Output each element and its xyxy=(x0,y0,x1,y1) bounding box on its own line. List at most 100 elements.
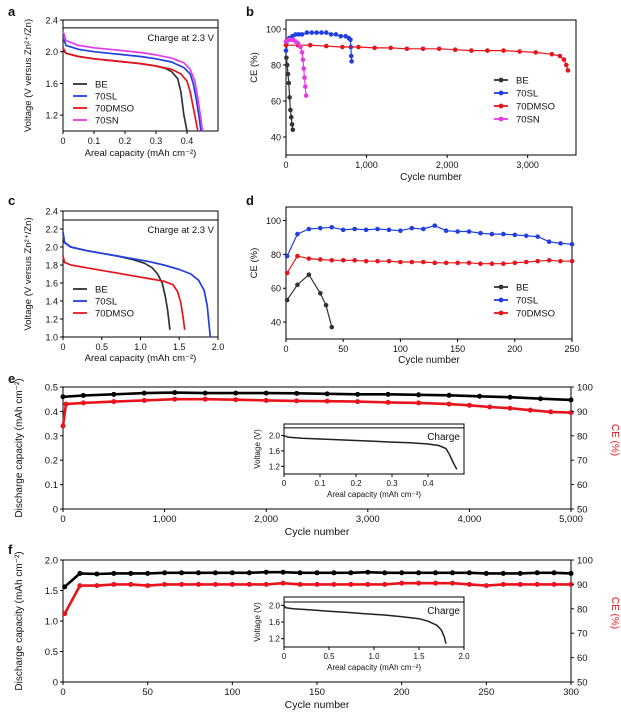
data-point-f-discharge-capacity xyxy=(314,570,320,576)
y-tick-label-right-f: 70 xyxy=(577,629,588,640)
legend-marker-d xyxy=(498,310,504,316)
annotation-a: Charge at 2.3 V xyxy=(147,33,214,44)
plot-frame-b xyxy=(285,19,577,156)
data-point-b-70sl xyxy=(283,48,289,53)
data-point-e-ce xyxy=(294,398,300,404)
legend-marker-d xyxy=(498,284,504,290)
series-line-d-70sl xyxy=(286,225,573,257)
data-point-b-70sl xyxy=(348,37,353,43)
x-tick-label-c: 1.0 xyxy=(134,342,147,352)
y-tick-label-c: 1.2 xyxy=(45,315,58,325)
x-tick-label-a: 0 xyxy=(60,136,65,146)
data-point-f-discharge-capacity xyxy=(517,570,523,576)
data-point-f-ce xyxy=(62,611,68,617)
x-tick-label-f: 0 xyxy=(60,687,65,698)
data-point-e-ce xyxy=(324,398,330,404)
data-point-f-discharge-capacity xyxy=(500,570,506,576)
data-point-d-70dmso xyxy=(489,261,495,266)
data-point-d-70sl xyxy=(306,226,312,232)
data-point-d-70dmso xyxy=(512,260,518,266)
data-point-d-70dmso xyxy=(284,270,290,276)
data-point-f-discharge-capacity xyxy=(94,571,100,577)
data-point-e-ce xyxy=(487,404,493,410)
data-point-f-ce xyxy=(466,581,472,587)
data-point-d-70sl xyxy=(443,228,449,233)
y-tick-label-c: 2.4 xyxy=(45,207,58,217)
data-point-d-be xyxy=(306,272,312,277)
data-point-e-ce xyxy=(233,397,239,403)
data-point-f-ce xyxy=(195,581,201,587)
data-point-f-ce xyxy=(433,580,439,586)
legend-label-d: BE xyxy=(516,283,529,294)
series-line-b-70dmso xyxy=(286,44,569,71)
series-line-a-70sl xyxy=(62,37,202,132)
panel-label: e xyxy=(8,371,15,386)
data-point-d-70sl xyxy=(352,226,357,232)
data-point-e-discharge-capacity xyxy=(202,390,208,396)
data-point-f-discharge-capacity xyxy=(77,570,83,576)
data-point-b-70dmso xyxy=(549,51,555,57)
y-tick-label-f: 0.5 xyxy=(45,647,58,658)
data-point-b-70sn xyxy=(303,84,308,89)
inset-x-tick-label-e: 0.4 xyxy=(422,479,434,488)
data-point-e-ce xyxy=(60,423,66,429)
data-point-b-70dmso xyxy=(283,42,289,48)
y-tick-label-right-f: 80 xyxy=(577,604,588,615)
data-point-f-ce xyxy=(500,581,506,587)
data-point-d-70dmso xyxy=(443,260,449,266)
data-point-b-70sl xyxy=(314,30,319,35)
x-tick-label-e: 5,000 xyxy=(559,514,583,525)
data-point-d-70dmso xyxy=(386,258,392,264)
legend-marker-b xyxy=(498,103,504,109)
data-point-d-70sl xyxy=(329,225,335,230)
x-tick-label-d: 250 xyxy=(564,344,579,354)
y-tick-label-b: 40 xyxy=(271,133,281,143)
plot-frame-e xyxy=(62,386,572,510)
data-point-e-ce xyxy=(466,402,472,408)
data-point-b-70sl xyxy=(348,53,354,59)
y-tick-label-b: 80 xyxy=(271,61,281,71)
series-line-c-70sl xyxy=(62,231,212,338)
data-point-e-ce xyxy=(355,399,361,405)
y-tick-label-right-f: 50 xyxy=(577,678,588,689)
data-point-d-70dmso xyxy=(466,260,472,266)
data-point-b-be xyxy=(285,71,291,77)
series-line-c-70dmso xyxy=(62,255,186,330)
data-point-f-ce xyxy=(517,581,523,587)
series-line-e-discharge-capacity xyxy=(62,391,572,402)
data-point-e-discharge-capacity xyxy=(294,390,300,396)
data-point-d-70sl xyxy=(512,232,518,238)
data-point-b-70sl xyxy=(333,32,339,37)
panel-label: b xyxy=(246,4,254,19)
data-point-e-discharge-capacity xyxy=(172,390,178,396)
inset-y-tick-label-e: 1.6 xyxy=(269,447,281,456)
y-tick-label-e: 0.5 xyxy=(45,383,58,394)
legend-label-d: 70DMSO xyxy=(516,309,555,320)
x-axis-label-e: Cycle number xyxy=(285,526,350,538)
y-tick-label-a: 1.2 xyxy=(45,111,58,121)
data-point-d-be xyxy=(284,297,290,303)
y-tick-label-c: 1.4 xyxy=(45,297,58,307)
y-axis-label-c: Voltage (V versus Zn²⁺/Zn) xyxy=(23,217,34,330)
y-axis-label-right-e: CE (%) xyxy=(609,424,620,456)
y-tick-label-f: 1.5 xyxy=(45,586,58,597)
inset-x-tick-label-e: 0.1 xyxy=(314,479,326,488)
data-point-f-discharge-capacity xyxy=(263,569,269,575)
data-point-f-discharge-capacity xyxy=(128,570,134,576)
inset-y-tick-label-f: 2.0 xyxy=(269,601,281,610)
data-point-e-ce xyxy=(172,396,178,402)
x-tick-label-b: 2,000 xyxy=(436,160,459,170)
data-point-b-70sl xyxy=(309,30,315,35)
data-point-b-70sn xyxy=(299,50,305,55)
x-tick-label-b: 3,000 xyxy=(516,160,539,170)
x-tick-label-a: 0.1 xyxy=(88,136,101,146)
y-tick-label-b: 60 xyxy=(271,97,281,107)
data-point-b-70dmso xyxy=(372,45,377,51)
data-point-b-70dmso xyxy=(356,44,361,50)
legend-label-b: 70SL xyxy=(516,89,538,100)
x-tick-label-d: 50 xyxy=(338,344,348,354)
data-point-f-discharge-capacity xyxy=(433,570,439,576)
data-point-f-discharge-capacity xyxy=(382,570,388,576)
data-point-f-ce xyxy=(314,581,320,587)
data-point-e-discharge-capacity xyxy=(233,390,239,396)
